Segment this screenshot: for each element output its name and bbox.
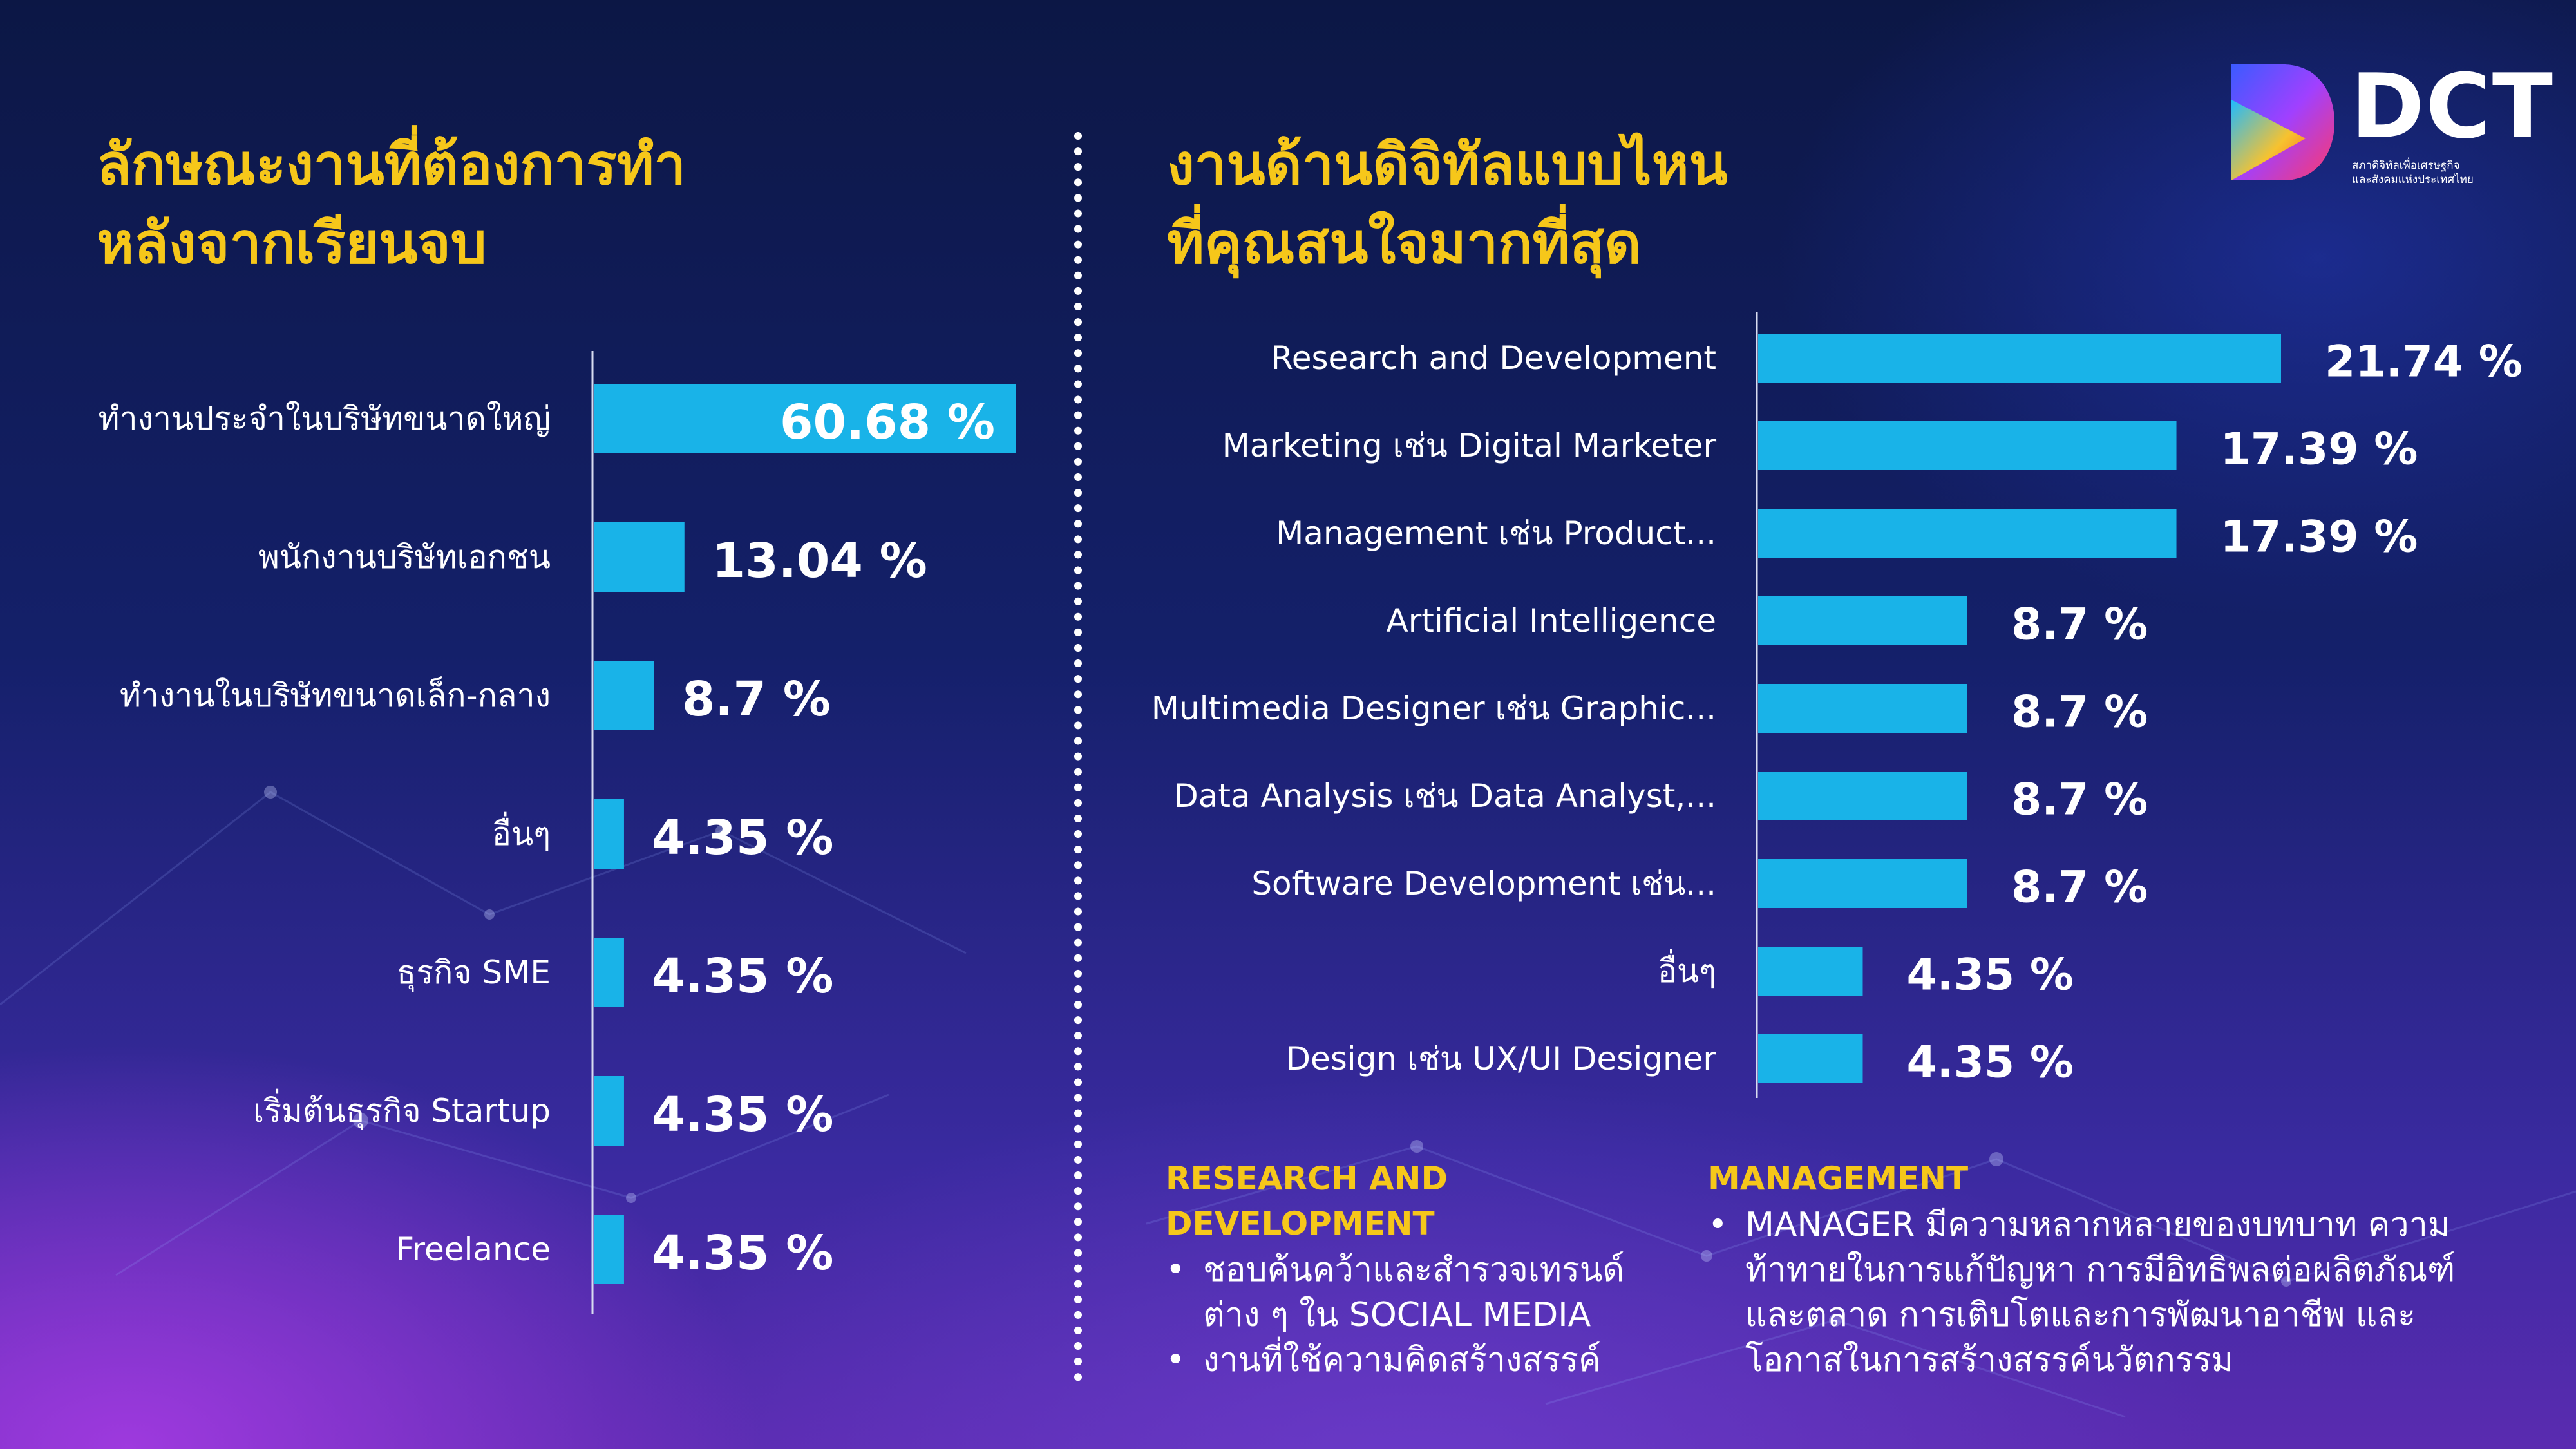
right-chart-value-label: 4.35 % bbox=[1906, 1037, 2074, 1088]
right-chart-value-label: 17.39 % bbox=[2221, 512, 2418, 563]
management-note-item: MANAGER มีความหลากหลายของบทบาท ความท้าทา… bbox=[1708, 1202, 2506, 1383]
left-chart-category-label: ทำงานในบริษัทขนาดเล็ก-กลาง bbox=[120, 676, 551, 714]
right-chart-category-label: Multimedia Designer เช่น Graphic... bbox=[1151, 690, 1716, 727]
dct-logo-mark bbox=[2231, 64, 2334, 180]
left-chart-category-label: พนักงานบริษัทเอกชน bbox=[258, 538, 551, 576]
right-chart-value-label: 8.7 % bbox=[2011, 600, 2148, 650]
brand-name: DCT bbox=[2351, 55, 2554, 158]
right-chart-bar bbox=[1758, 509, 2177, 558]
right-chart-value-label: 4.35 % bbox=[1906, 950, 2074, 1001]
left-chart-value-label: 4.35 % bbox=[652, 1087, 834, 1142]
right-chart-category-label: Management เช่น Product... bbox=[1276, 515, 1716, 552]
right-chart-bar bbox=[1758, 684, 1967, 733]
rd-note-item: งานที่ใช้ความคิดสร้างสรรค์ bbox=[1166, 1338, 1681, 1383]
rd-note-item: ชอบค้นคว้าและสำรวจเทรนด์ต่าง ๆ ใน SOCIAL… bbox=[1166, 1247, 1681, 1338]
management-note-list: MANAGER มีความหลากหลายของบทบาท ความท้าทา… bbox=[1708, 1202, 2506, 1383]
right-chart-bar bbox=[1758, 772, 1967, 820]
left-chart-category-label: เริ่มต้นธุรกิจ Startup bbox=[253, 1089, 551, 1130]
left-chart-category-label: Freelance bbox=[395, 1231, 551, 1268]
right-chart-category-label: อื่นๆ bbox=[1658, 949, 1716, 990]
right-chart-bar bbox=[1758, 859, 1967, 908]
left-chart-category-label: ทำงานประจำในบริษัทขนาดใหญ่ bbox=[98, 400, 551, 437]
left-chart-bar bbox=[594, 1076, 624, 1146]
right-chart-value-label: 21.74 % bbox=[2325, 337, 2523, 388]
right-chart-value-label: 8.7 % bbox=[2011, 775, 2148, 826]
brand-subtitle-line2: และสังคมแห่งประเทศไทย bbox=[2352, 173, 2474, 186]
management-note-heading: MANAGEMENT bbox=[1708, 1160, 1969, 1197]
left-chart-bar bbox=[594, 938, 624, 1007]
left-chart-value-label: 60.68 % bbox=[780, 395, 995, 450]
left-chart: ทำงานประจำในบริษัทขนาดใหญ่ 60.68 % พนักงาน… bbox=[98, 351, 1016, 1314]
right-chart-bar bbox=[1758, 334, 2281, 383]
left-chart-category-label: ธุรกิจ SME bbox=[397, 954, 551, 992]
right-chart-bar bbox=[1758, 947, 1863, 996]
left-chart-bar bbox=[594, 661, 654, 730]
left-chart-value-label: 4.35 % bbox=[652, 810, 834, 866]
right-chart-value-label: 17.39 % bbox=[2221, 424, 2418, 475]
right-chart-title: งานด้านดิจิทัลแบบไหน ที่คุณสนใจมากที่สุด bbox=[1167, 131, 1728, 276]
right-chart-category-label: Research and Development bbox=[1271, 339, 1716, 377]
left-chart-value-label: 4.35 % bbox=[652, 1226, 834, 1281]
left-chart-value-label: 13.04 % bbox=[712, 533, 927, 589]
section-divider bbox=[1074, 132, 1082, 1381]
left-chart-title: ลักษณะงานที่ต้องการทำ หลังจากเรียนจบ bbox=[97, 131, 687, 276]
right-chart-category-label: Software Development เช่น... bbox=[1251, 865, 1716, 902]
left-chart-category-label: อื่นๆ bbox=[492, 812, 551, 853]
dct-logo: DCT สภาดิจิทัลเพื่อเศรษฐกิจ และสังคมแห่ง… bbox=[2228, 55, 2553, 186]
left-chart-value-label: 4.35 % bbox=[652, 949, 834, 1004]
right-chart-category-label: Marketing เช่น Digital Marketer bbox=[1222, 427, 1717, 464]
left-chart-bar bbox=[594, 522, 685, 592]
right-chart-value-label: 8.7 % bbox=[2011, 687, 2148, 738]
left-chart-value-label: 8.7 % bbox=[682, 672, 831, 727]
rd-note-list: ชอบค้นคว้าและสำรวจเทรนด์ต่าง ๆ ใน SOCIAL… bbox=[1166, 1247, 1681, 1383]
rd-note-heading: RESEARCH AND DEVELOPMENT bbox=[1166, 1160, 1448, 1242]
right-chart-bar bbox=[1758, 1034, 1863, 1083]
right-chart-category-label: Artificial Intelligence bbox=[1387, 602, 1716, 639]
left-chart-bar bbox=[594, 799, 624, 869]
right-chart: Research and Development 21.74 % Marketing… bbox=[1151, 312, 2523, 1098]
right-chart-category-label: Data Analysis เช่น Data Analyst,... bbox=[1173, 777, 1716, 815]
right-chart-bar bbox=[1758, 596, 1967, 645]
left-chart-bar bbox=[594, 384, 1016, 453]
right-chart-bar bbox=[1758, 421, 2177, 470]
brand-subtitle-line1: สภาดิจิทัลเพื่อเศรษฐกิจ bbox=[2352, 159, 2460, 172]
right-chart-value-label: 8.7 % bbox=[2011, 862, 2148, 913]
left-chart-bar bbox=[594, 1215, 624, 1284]
right-chart-category-label: Design เช่น UX/UI Designer bbox=[1285, 1040, 1716, 1077]
